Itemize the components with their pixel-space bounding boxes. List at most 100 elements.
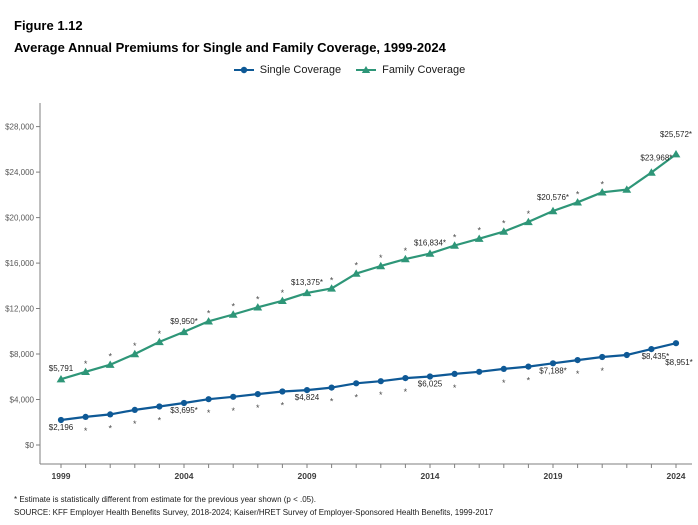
- data-point-marker: [228, 310, 238, 318]
- svg-text:2009: 2009: [298, 471, 317, 481]
- svg-text:*: *: [576, 189, 580, 199]
- svg-text:*: *: [600, 179, 604, 189]
- data-point-marker: [647, 168, 656, 176]
- data-point-marker: [205, 396, 212, 403]
- data-point-marker: [377, 378, 384, 385]
- data-point-marker: [499, 227, 509, 235]
- data-point-marker: [81, 367, 90, 375]
- svg-text:*: *: [231, 406, 235, 416]
- data-point-marker: [302, 288, 312, 297]
- data-point-marker: [57, 416, 65, 424]
- series-single: * * * * * * * * * * * * * * * * * $2,196 $3,695* $4,824 $6,0…: [49, 340, 693, 436]
- svg-text:*: *: [477, 226, 481, 236]
- svg-text:*: *: [330, 275, 334, 285]
- svg-text:*: *: [133, 419, 137, 429]
- series-line: [60, 153, 677, 381]
- svg-text:*: *: [330, 397, 334, 407]
- data-point-marker: [180, 399, 188, 407]
- legend-label-family: Family Coverage: [382, 64, 466, 76]
- svg-text:$20,000: $20,000: [5, 214, 34, 223]
- series-family: ******************$5,791$9,950*$13,375*$…: [49, 130, 692, 383]
- svg-text:*: *: [379, 253, 383, 263]
- svg-text:2004: 2004: [175, 471, 194, 481]
- family-coverage-marker-icon: [356, 66, 377, 73]
- data-point-marker: [204, 317, 213, 325]
- data-point-marker: [155, 337, 164, 346]
- data-point-marker: [425, 249, 435, 257]
- x-axis-tick-labels: 1999 2004 2009 2014 2019 2024: [52, 471, 686, 481]
- svg-text:$8,435*: $8,435*: [642, 352, 670, 361]
- data-point-marker: [622, 185, 632, 193]
- svg-text:*: *: [379, 390, 383, 400]
- data-point-marker: [474, 234, 484, 242]
- data-point-marker: [401, 254, 410, 263]
- data-point-marker: [525, 363, 532, 370]
- svg-text:*: *: [453, 383, 457, 393]
- legend-item-single: Single Coverage: [233, 64, 341, 76]
- data-point-marker: [623, 351, 630, 359]
- data-point-marker: [105, 360, 115, 368]
- svg-text:$5,791: $5,791: [49, 364, 74, 373]
- premiums-line-chart: $0 $4,000 $8,000 $12,000 $16,000 $20,000 $24,0…: [5, 103, 693, 481]
- data-point-marker: [450, 241, 459, 249]
- svg-text:*: *: [158, 329, 162, 339]
- svg-text:1999: 1999: [52, 471, 71, 481]
- svg-text:$23,968*: $23,968*: [640, 154, 672, 163]
- svg-text:$24,000: $24,000: [5, 168, 34, 177]
- data-point-marker: [574, 357, 581, 364]
- data-point-marker: [597, 188, 607, 196]
- svg-text:2019: 2019: [544, 471, 563, 481]
- svg-text:*: *: [600, 366, 604, 376]
- svg-text:$7,188*: $7,188*: [539, 366, 567, 375]
- svg-text:$4,824: $4,824: [295, 393, 320, 402]
- svg-text:$9,950*: $9,950*: [170, 317, 198, 326]
- data-point-marker: [599, 353, 606, 361]
- legend-item-family: Family Coverage: [355, 64, 465, 76]
- svg-text:*: *: [256, 294, 260, 304]
- data-point-marker: [426, 373, 434, 380]
- svg-text:$8,951*: $8,951*: [665, 358, 693, 367]
- source-line: SOURCE: KFF Employer Health Benefits Sur…: [14, 508, 494, 517]
- svg-text:$6,025: $6,025: [418, 380, 443, 389]
- single-coverage-marker-icon: [233, 66, 254, 74]
- point-value-labels: $2,196$3,695*$4,824$6,025$7,188*$8,435*$…: [49, 352, 693, 432]
- data-point-marker: [179, 327, 189, 336]
- svg-text:$3,695*: $3,695*: [170, 406, 198, 415]
- data-point-marker: [524, 217, 533, 226]
- svg-text:$16,834*: $16,834*: [414, 239, 446, 248]
- svg-text:*: *: [354, 261, 358, 271]
- figure-title: Average Annual Premiums for Single and F…: [14, 40, 446, 55]
- chart-area: $0 $4,000 $8,000 $12,000 $16,000 $20,000 $24,0…: [0, 95, 698, 490]
- svg-text:*: *: [404, 246, 408, 256]
- svg-text:*: *: [404, 387, 408, 397]
- data-point-marker: [56, 375, 66, 383]
- svg-text:*: *: [207, 308, 211, 318]
- svg-text:*: *: [207, 408, 211, 418]
- data-point-marker: [376, 261, 386, 270]
- svg-text:$0: $0: [25, 441, 34, 450]
- data-point-marker: [500, 365, 507, 372]
- data-point-marker: [130, 349, 140, 358]
- data-point-marker: [351, 269, 361, 277]
- point-value-labels: $5,791 $9,950* $13,375* $16,834* $20,576* $23…: [49, 130, 692, 373]
- svg-text:*: *: [108, 423, 112, 433]
- svg-text:2014: 2014: [421, 471, 440, 481]
- svg-text:$4,000: $4,000: [10, 396, 35, 405]
- svg-text:*: *: [576, 369, 580, 379]
- data-point-marker: [549, 360, 557, 367]
- svg-text:*: *: [527, 209, 531, 219]
- series-line: [60, 342, 677, 422]
- footnote: * Estimate is statistically different fr…: [14, 495, 316, 504]
- data-point-marker: [672, 340, 680, 347]
- data-point-marker: [548, 206, 558, 215]
- svg-text:*: *: [281, 288, 285, 298]
- data-point-marker: [402, 375, 409, 382]
- data-point-marker: [328, 384, 335, 391]
- data-point-marker: [131, 406, 138, 413]
- svg-text:$12,000: $12,000: [5, 305, 34, 314]
- svg-text:*: *: [84, 426, 88, 436]
- legend-label-single: Single Coverage: [259, 64, 342, 76]
- svg-text:*: *: [502, 378, 506, 388]
- chart-legend: Single Coverage Family Coverage: [0, 64, 698, 76]
